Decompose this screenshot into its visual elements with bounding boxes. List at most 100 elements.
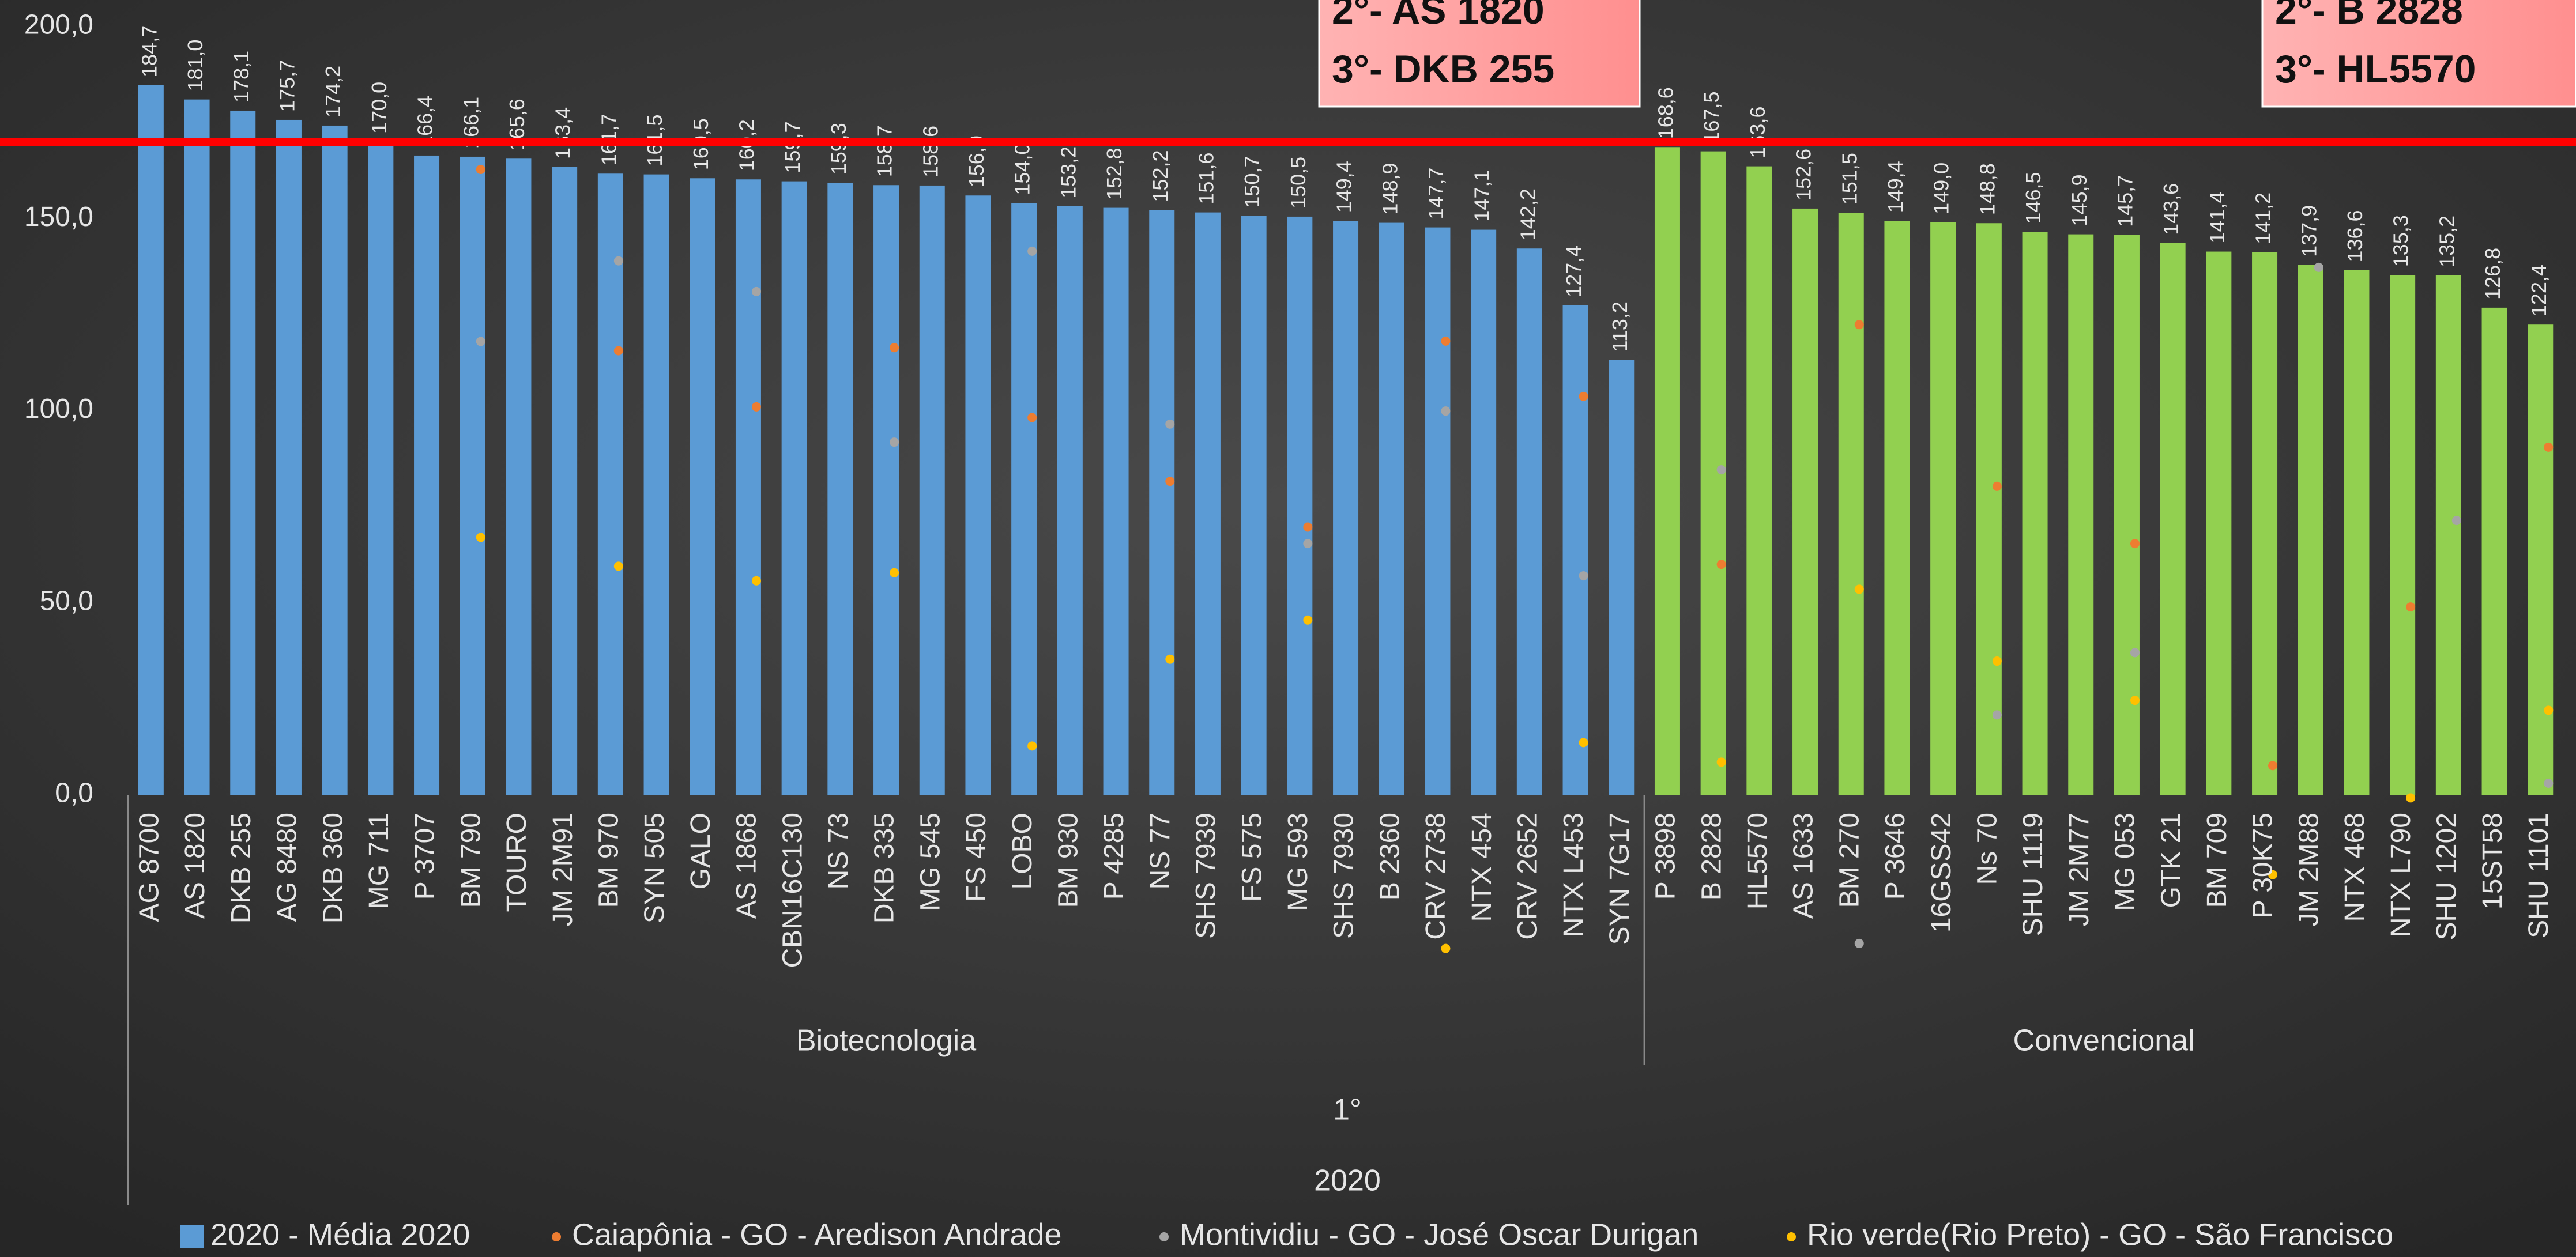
- scatter-point: [1027, 246, 1037, 256]
- x-tick-label: AS 1820: [180, 813, 210, 919]
- bar: [1792, 208, 1818, 795]
- annotation-text: 2°- AS 1820: [1332, 0, 1545, 32]
- value-label: 143,6: [2159, 183, 2183, 235]
- x-tick-label: BM 970: [594, 813, 624, 908]
- bar: [1241, 216, 1267, 795]
- bar: [1838, 213, 1864, 795]
- bar: [322, 125, 348, 795]
- x-tick-label: BM 270: [1834, 813, 1865, 908]
- scatter-point: [1579, 571, 1588, 581]
- value-label: 168,6: [1654, 87, 1677, 139]
- scatter-point: [2544, 779, 2554, 788]
- bar: [2206, 251, 2232, 795]
- x-tick-label: GTK 21: [2156, 813, 2186, 908]
- value-label: 175,7: [275, 60, 299, 112]
- scatter-point: [2314, 262, 2323, 272]
- bar: [2252, 252, 2278, 795]
- value-label: 184,7: [137, 25, 161, 77]
- bar: [827, 183, 853, 795]
- y-tick-label: 50,0: [40, 586, 93, 616]
- annotation-text: 2°- B 2828: [2275, 0, 2463, 32]
- x-tick-label: B 2360: [1374, 813, 1405, 900]
- value-label: 163,6: [1746, 107, 1769, 158]
- scatter-point: [1303, 522, 1313, 532]
- x-tick-label: AS 1868: [732, 813, 762, 919]
- bar: [965, 195, 991, 795]
- y-tick-label: 100,0: [24, 394, 93, 424]
- x-tick-label: NTX 454: [1467, 813, 1497, 922]
- value-label: 135,2: [2435, 216, 2458, 267]
- value-label: 142,2: [1516, 188, 1539, 240]
- x-tick-label: CRV 2738: [1421, 813, 1451, 940]
- value-label: 135,3: [2389, 215, 2413, 267]
- x-tick-label: SHU 1119: [2018, 813, 2048, 936]
- scatter-point: [2406, 602, 2416, 612]
- y-tick-label: 200,0: [24, 10, 93, 40]
- scatter-point: [613, 256, 623, 266]
- bar: [138, 85, 164, 795]
- bar: [552, 167, 578, 795]
- bar: [414, 155, 440, 795]
- scatter-point: [1441, 943, 1451, 953]
- x-tick-label: P 30K75: [2248, 813, 2279, 918]
- x-tick-label: HL5570: [1742, 813, 1773, 909]
- x-tick-label: NTX 468: [2340, 813, 2370, 922]
- bar: [2435, 275, 2461, 795]
- scatter-point: [1441, 336, 1451, 346]
- bar: [1195, 212, 1221, 795]
- bar: [2344, 270, 2370, 795]
- scatter-point: [2268, 761, 2278, 771]
- bar: [597, 173, 623, 795]
- legend-swatch: [1159, 1232, 1169, 1241]
- scatter-point: [890, 343, 899, 353]
- bar: [1654, 147, 1680, 795]
- value-label: 137,9: [2297, 205, 2321, 257]
- value-label: 170,0: [367, 82, 391, 134]
- annotation-box: [2261, 0, 2576, 108]
- scatter-point: [476, 533, 485, 542]
- bar: [1930, 222, 1956, 795]
- scatter-point: [2544, 705, 2554, 715]
- annotation-text: 3°- HL5570: [2275, 47, 2476, 91]
- x-tick-label: NTX L790: [2386, 813, 2416, 937]
- x-tick-label: JM 2M91: [548, 813, 578, 926]
- scatter-point: [2130, 648, 2140, 658]
- legend-label: Caiapônia - GO - Aredison Andrade: [572, 1217, 1062, 1252]
- bar: [1287, 216, 1313, 795]
- annotation-text: 3°- DKB 255: [1332, 47, 1554, 91]
- x-tick-label: Ns 70: [1972, 813, 2003, 885]
- x-tick-label: NS 73: [823, 813, 854, 889]
- scatter-point: [1027, 741, 1037, 751]
- value-label: 141,4: [2205, 191, 2229, 243]
- bar: [368, 141, 394, 795]
- x-tick-label: SYN 505: [639, 813, 670, 923]
- bar: [919, 185, 945, 795]
- legend-swatch: [552, 1232, 561, 1241]
- bar: [1103, 207, 1129, 795]
- bar: [2390, 275, 2416, 795]
- value-label: 181,0: [183, 40, 207, 92]
- scatter-point: [613, 346, 623, 356]
- scatter-point: [613, 561, 623, 571]
- scatter-point: [2268, 870, 2278, 879]
- scatter-point: [2406, 793, 2416, 803]
- value-label: 145,9: [2067, 174, 2091, 226]
- bar: [1609, 360, 1635, 795]
- scatter-point: [1854, 938, 1864, 948]
- value-label: 152,8: [1102, 148, 1126, 199]
- bar: [1011, 203, 1037, 795]
- x-tick-label: P 3898: [1651, 813, 1681, 900]
- value-label: 174,2: [321, 66, 345, 118]
- legend-label: Montividiu - GO - José Oscar Durigan: [1180, 1217, 1698, 1252]
- scatter-point: [1165, 654, 1175, 664]
- x-tick-label: DKB 360: [318, 813, 348, 923]
- x-tick-label: DKB 255: [226, 813, 257, 923]
- x-tick-label: 16GSS42: [1926, 813, 1957, 933]
- scatter-point: [1027, 413, 1037, 422]
- x-tick-label: CRV 2652: [1513, 813, 1543, 940]
- bar: [690, 178, 715, 795]
- scatter-point: [751, 402, 761, 412]
- bar: [1379, 222, 1404, 795]
